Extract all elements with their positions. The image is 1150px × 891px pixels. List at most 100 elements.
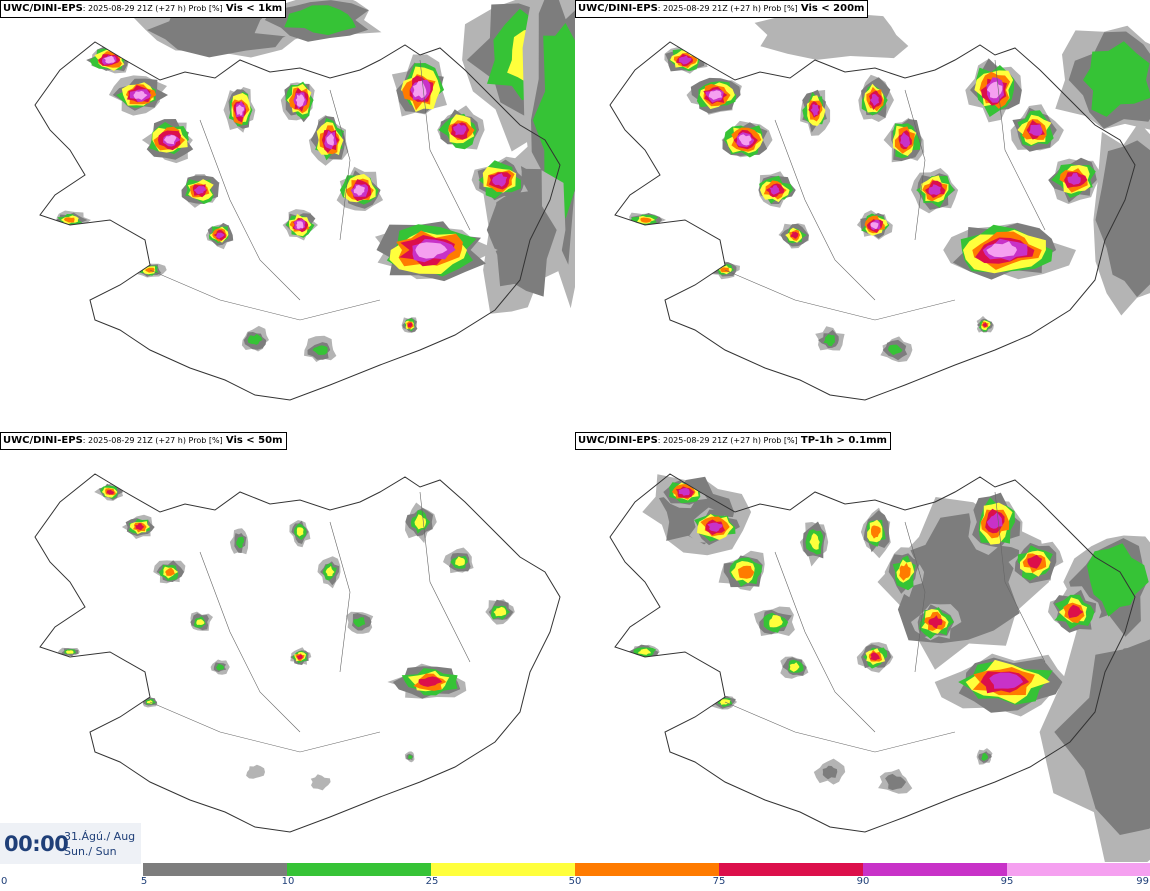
probability-field [789,662,800,672]
probability-field [823,334,835,347]
probability-field [885,773,907,791]
probability-field [325,565,335,577]
probability-field [135,523,145,531]
panel-title: UWC/DINI-EPS: 2025-08-29 21Z (+27 h) Pro… [0,432,287,450]
boundary-line [724,269,956,321]
probability-field [236,104,245,116]
probability-field [869,652,880,661]
boundary-line [994,491,1046,663]
valid-weekday-line: Sun./ Sun [64,845,117,858]
probability-field [296,527,304,537]
legend-swatch-10-25 [287,863,431,876]
probability-field [216,232,225,239]
boundary-line [904,521,926,673]
panel-title: UWC/DINI-EPS: 2025-08-29 21Z (+27 h) Pro… [575,432,891,450]
probability-field [492,173,508,187]
probability-field [981,753,988,761]
probability-field [165,567,175,576]
probability-field [353,185,365,196]
probability-field [754,5,909,60]
valid-time-box: 00:00 31.Ágú./ Aug Sun./ Sun [0,823,141,864]
probability-field [899,562,911,581]
map-canvas [609,5,1150,401]
probability-field [707,522,723,532]
probability-field [871,525,881,539]
legend-tick: 50 [568,876,582,887]
probability-field [1027,554,1043,569]
probability-field [1095,140,1150,298]
panel-title: UWC/DINI-EPS: 2025-08-29 21Z (+27 h) Pro… [0,0,287,18]
map-panel-vis-200m: UWC/DINI-EPS: 2025-08-29 21Z (+27 h) Pro… [575,0,1150,432]
probability-field [103,55,115,64]
probability-field [1083,41,1150,117]
probability-field [408,754,413,760]
boundary-line [774,119,876,301]
map-panel-vis-50m: UWC/DINI-EPS: 2025-08-29 21Z (+27 h) Pro… [0,432,575,864]
probability-field [1028,124,1043,136]
probability-field [678,55,692,65]
legend-tick: 90 [856,876,870,887]
probability-field [493,606,507,617]
probability-field [638,648,651,655]
map-canvas [34,0,575,401]
probability-field [1067,173,1081,185]
map-panel-precip: UWC/DINI-EPS: 2025-08-29 21Z (+27 h) Pro… [575,432,1150,864]
probability-field [870,222,879,230]
legend-swatch-95-99 [1007,863,1150,876]
probability-field [769,615,783,628]
probability-field [246,764,265,779]
probability-field [133,90,148,100]
probability-field [982,322,988,328]
coastline [34,473,561,833]
probability-field [810,104,820,117]
probability-field [312,345,328,355]
probability-field [284,5,356,36]
probability-field [1054,620,1150,835]
probability-field [407,322,413,328]
boundary-line [149,701,381,753]
legend-swatch-25-50 [431,863,575,876]
map-panel-vis-1km: UWC/DINI-EPS: 2025-08-29 21Z (+27 h) Pro… [0,0,575,432]
probability-field [453,123,467,136]
boundary-line [994,59,1046,231]
probability-field [640,217,652,223]
coastline [34,41,561,401]
legend-swatch-75-90 [719,863,863,876]
legend-tick: 95 [1000,876,1014,887]
valid-date: 31.Ágú./ Aug Sun./ Sun [64,829,135,859]
boundary-line [199,119,301,301]
probability-field [193,186,206,195]
probability-field [310,774,331,791]
probability-field [247,333,263,345]
probability-field [900,132,911,148]
boundary-line [329,521,351,673]
probability-field [888,344,903,356]
probability-field [822,765,838,780]
probability-field [418,676,443,687]
probability-field [216,663,225,671]
valid-time: 00:00 [4,832,69,856]
probability-field [236,536,244,549]
legend-swatch-90-95 [863,863,1007,876]
probability-field [678,488,690,496]
probability-field [989,672,1024,689]
probability-field [64,217,75,223]
probability-field [1068,604,1084,619]
probability-field [928,184,941,195]
legend-tick: 5 [140,876,148,887]
legend-swatch-50-75 [575,863,719,876]
probability-field [708,90,723,100]
boundary-line [149,269,381,321]
probability-field [353,617,366,628]
coastline [609,41,1136,401]
legend-tick: 25 [425,876,439,887]
boundary-line [329,89,351,241]
boundary-line [419,59,471,231]
probability-field [928,615,943,629]
probability-field [296,221,304,229]
probability-field [986,241,1017,258]
valid-date-line: 31.Ágú./ Aug [64,830,136,843]
probability-field [326,133,334,146]
boundary-line [774,551,876,733]
probability-field [295,94,305,107]
